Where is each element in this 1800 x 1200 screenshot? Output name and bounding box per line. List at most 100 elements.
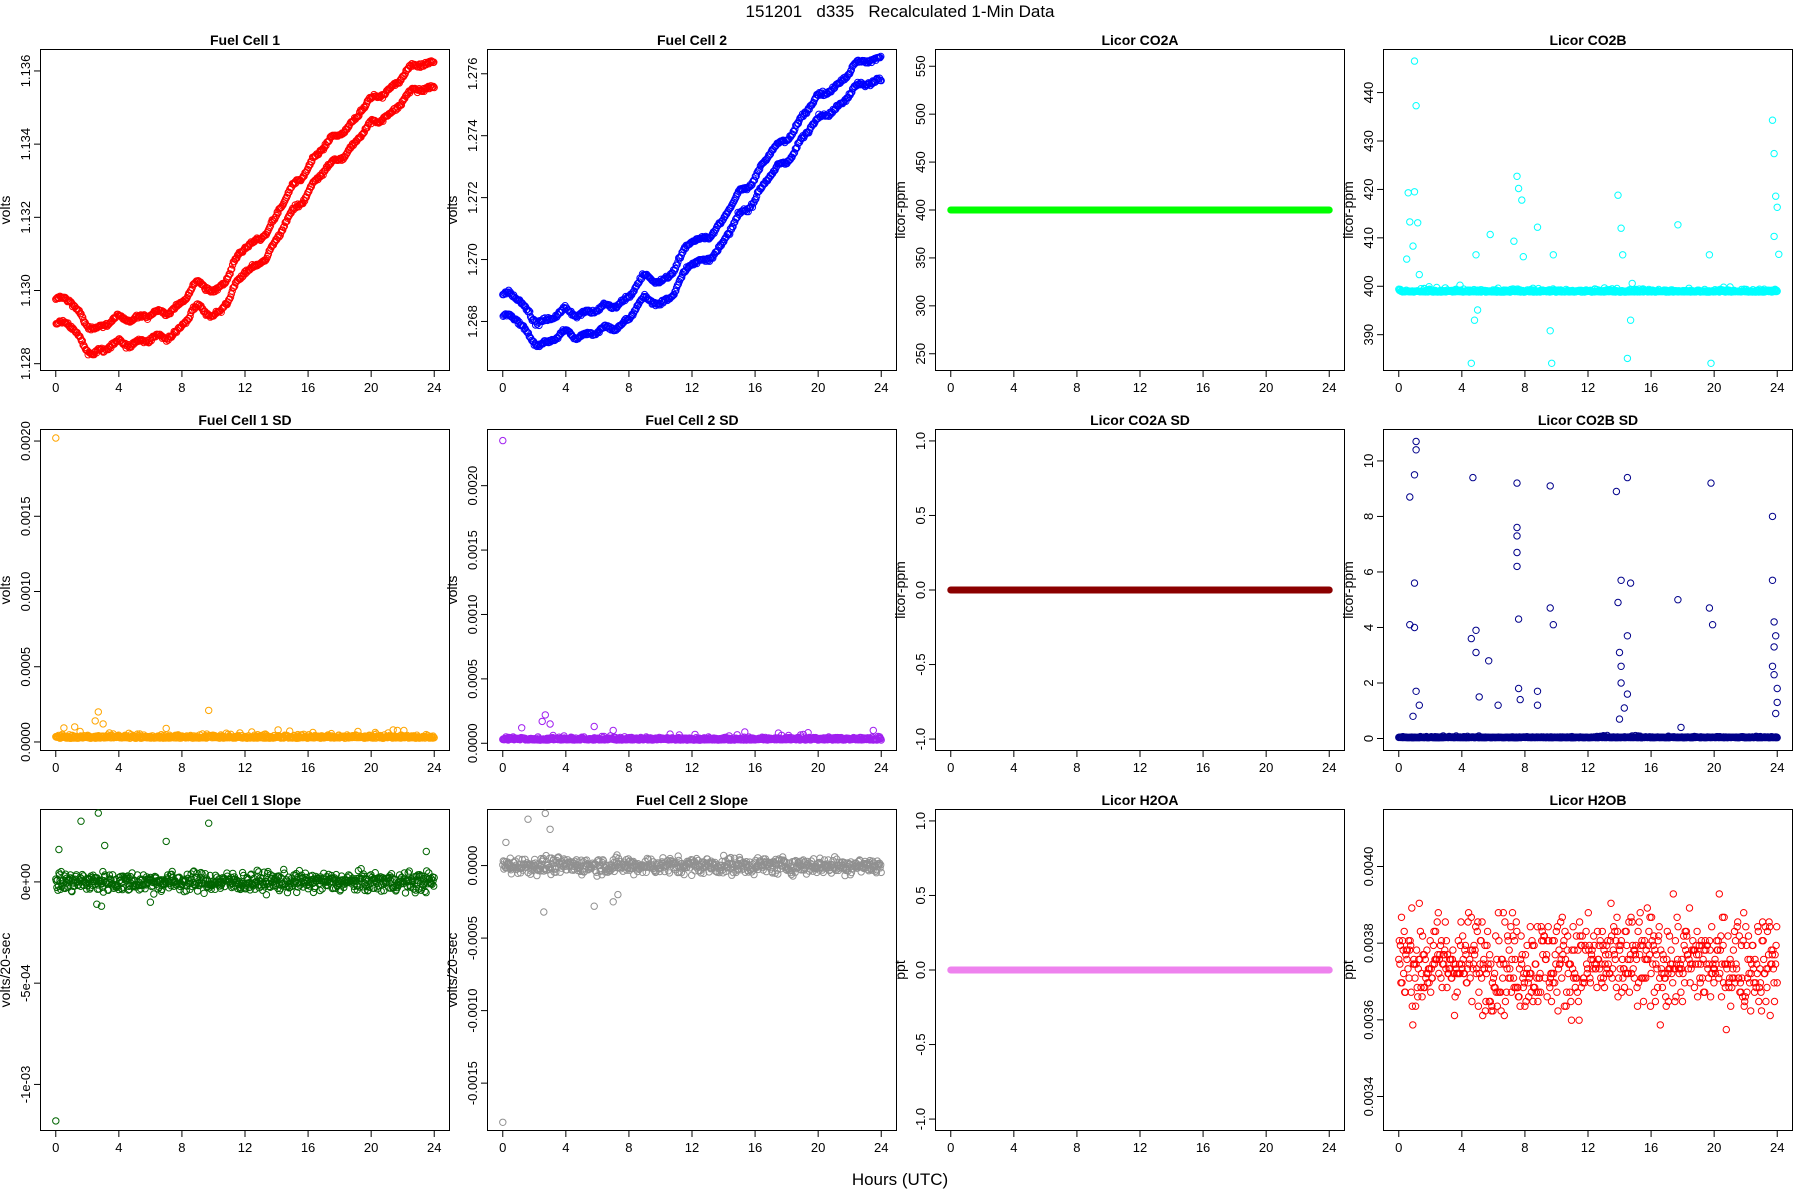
data-point [848, 88, 856, 96]
data-point [268, 242, 276, 251]
data-point [339, 130, 347, 138]
data-point [877, 736, 885, 744]
data-point [389, 726, 397, 734]
x-tick-label: 4 [1010, 380, 1017, 395]
chart-panel-6: Licor CO2A SD0 4 8 12 16 20 24-1.0-0.50.00.51.… [892, 412, 1345, 775]
data-point [1707, 479, 1715, 487]
data-point [1513, 532, 1521, 540]
x-tick-label: 4 [115, 1140, 122, 1155]
x-tick-label: 20 [811, 380, 825, 395]
data-point [671, 287, 679, 296]
data-point [1770, 671, 1778, 679]
data-point [271, 213, 280, 222]
data-point [726, 230, 734, 238]
data-point [811, 116, 820, 125]
x-tick-label: 8 [178, 380, 185, 395]
x-tick-label: 12 [1581, 380, 1595, 395]
data-point [670, 290, 678, 299]
x-tick-label: 20 [364, 380, 378, 395]
data-point [1415, 701, 1423, 709]
data-point [1548, 359, 1556, 367]
x-tick-label: 16 [301, 380, 315, 395]
x-tick-label: 0 [52, 760, 59, 775]
plot-frame [40, 809, 450, 1131]
y-tick-label: 1.272 [465, 181, 480, 214]
y-tick-label: 550 [913, 55, 928, 77]
y-tick-label: 0.0020 [18, 421, 33, 461]
data-point [1770, 618, 1778, 626]
data-point [1773, 733, 1781, 742]
data-point [1773, 203, 1781, 212]
y-tick-label: -1.0 [913, 728, 928, 750]
data-point [124, 341, 133, 349]
x-tick-label: 12 [685, 760, 699, 775]
y-tick-label: 450 [913, 151, 928, 173]
plot-frame [1383, 49, 1793, 371]
data-point [1406, 621, 1414, 629]
data-point [706, 234, 714, 242]
x-tick-label: 12 [238, 380, 252, 395]
figure-title: 151201 d335 Recalculated 1-Min Data [745, 2, 1055, 21]
x-tick-label: 16 [301, 760, 315, 775]
data-point [1412, 446, 1420, 454]
data-point [1412, 102, 1420, 110]
x-tick-label: 24 [1770, 380, 1784, 395]
data-point [226, 270, 234, 278]
data-point [609, 726, 617, 735]
x-tick-label: 20 [1259, 760, 1273, 775]
data-point [1773, 684, 1781, 693]
data-point [1472, 626, 1480, 635]
data-point [1519, 253, 1528, 261]
x-tick-label: 8 [1073, 760, 1080, 775]
x-tick-label: 24 [1322, 380, 1336, 395]
y-tick-label: 0.5 [913, 506, 928, 524]
x-tick-label: 16 [1196, 760, 1210, 775]
data-point [430, 83, 438, 92]
data-point [1617, 679, 1625, 687]
x-tick-label: 16 [1644, 760, 1658, 775]
y-tick-label: 500 [913, 103, 928, 125]
data-point [525, 332, 533, 341]
y-tick-label: 0 [1361, 735, 1376, 742]
data-point [1513, 479, 1521, 487]
data-point [1513, 523, 1521, 532]
y-tick-label: 0.0015 [465, 530, 480, 570]
data-points [499, 436, 885, 744]
data-point [1494, 701, 1502, 709]
data-point [1773, 698, 1781, 707]
data-point [227, 266, 235, 274]
data-point [281, 218, 289, 227]
data-point [1674, 596, 1682, 604]
data-point [1612, 487, 1621, 496]
data-point [1677, 723, 1685, 732]
y-tick-label: 430 [1361, 130, 1376, 152]
chart-panel-0: Fuel Cell 10 4 8 12 16 20 241.1281.1301.1321.1… [0, 32, 450, 395]
x-tick-label: 20 [364, 1140, 378, 1155]
panel-title: Fuel Cell 2 SD [645, 412, 738, 428]
data-point [1770, 232, 1778, 241]
data-point [1546, 604, 1554, 612]
data-point [785, 135, 793, 143]
data-point [1623, 632, 1632, 640]
x-tick-label: 4 [1458, 380, 1465, 395]
y-tick-label: 1.274 [465, 119, 480, 152]
data-point [1533, 223, 1542, 231]
data-point [1513, 172, 1521, 181]
data-point [1472, 251, 1480, 259]
data-point [1410, 57, 1419, 65]
data-point [1772, 192, 1780, 200]
data-point [1409, 242, 1417, 250]
y-tick-label: -0.5 [913, 653, 928, 675]
data-point [1768, 576, 1777, 585]
data-point [1486, 230, 1494, 239]
y-tick-label: -5e-04 [18, 964, 33, 1002]
data-point [1707, 359, 1715, 367]
panel-title: Fuel Cell 1 [210, 32, 280, 48]
data-point [1705, 251, 1714, 259]
data-points [499, 52, 885, 351]
y-tick-label: 1.268 [465, 305, 480, 338]
data-point [325, 136, 334, 145]
